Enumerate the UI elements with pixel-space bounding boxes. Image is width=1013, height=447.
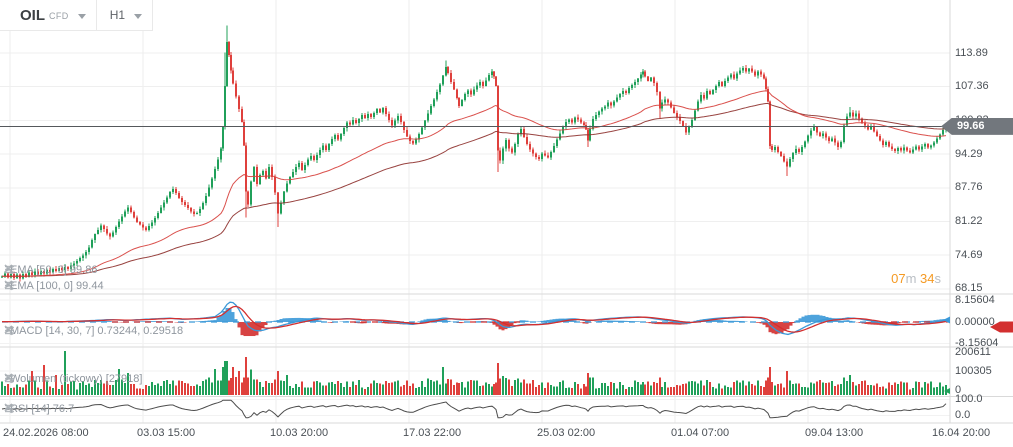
market-type-label: CFD	[49, 11, 69, 21]
candle-countdown-timer: 07m 34s	[0, 271, 941, 286]
legend-macd: MACD [14, 30, 7] 0.73244, 0.29518	[4, 325, 183, 338]
timer-minutes: 07	[891, 271, 906, 286]
chevron-down-icon	[134, 13, 143, 19]
timer-seconds-unit: s	[934, 271, 942, 286]
timer-minutes-unit: m	[905, 271, 921, 286]
legend-label: EMA [100, 0] 99.44	[10, 280, 104, 292]
chevron-down-icon	[77, 13, 86, 19]
legend-ema50: EMA [50, 0] 99.86	[4, 264, 97, 277]
legend-rsi: RSI [14] 76.7	[4, 403, 74, 416]
timer-seconds: 34	[920, 271, 935, 286]
timeframe-selector[interactable]: H1	[97, 0, 154, 30]
legend-label: EMA [50, 0] 99.86	[10, 264, 98, 276]
legend-label: MACD [14, 30, 7] 0.73244, 0.29518	[10, 325, 184, 337]
current-price-badge: 99.66	[941, 117, 1013, 135]
chart-header: OIL CFD H1	[0, 0, 154, 31]
legend-volume: Wolumen (tickowy) [27918]	[4, 373, 142, 386]
legend-ema100: EMA [100, 0] 99.44	[4, 280, 104, 293]
legend-label: RSI [14] 76.7	[10, 403, 75, 415]
symbol-selector[interactable]: OIL CFD	[0, 0, 97, 30]
symbol-label: OIL	[20, 6, 45, 24]
timeframe-label: H1	[109, 8, 126, 22]
legend-label: Wolumen (tickowy) [27918]	[10, 373, 143, 385]
